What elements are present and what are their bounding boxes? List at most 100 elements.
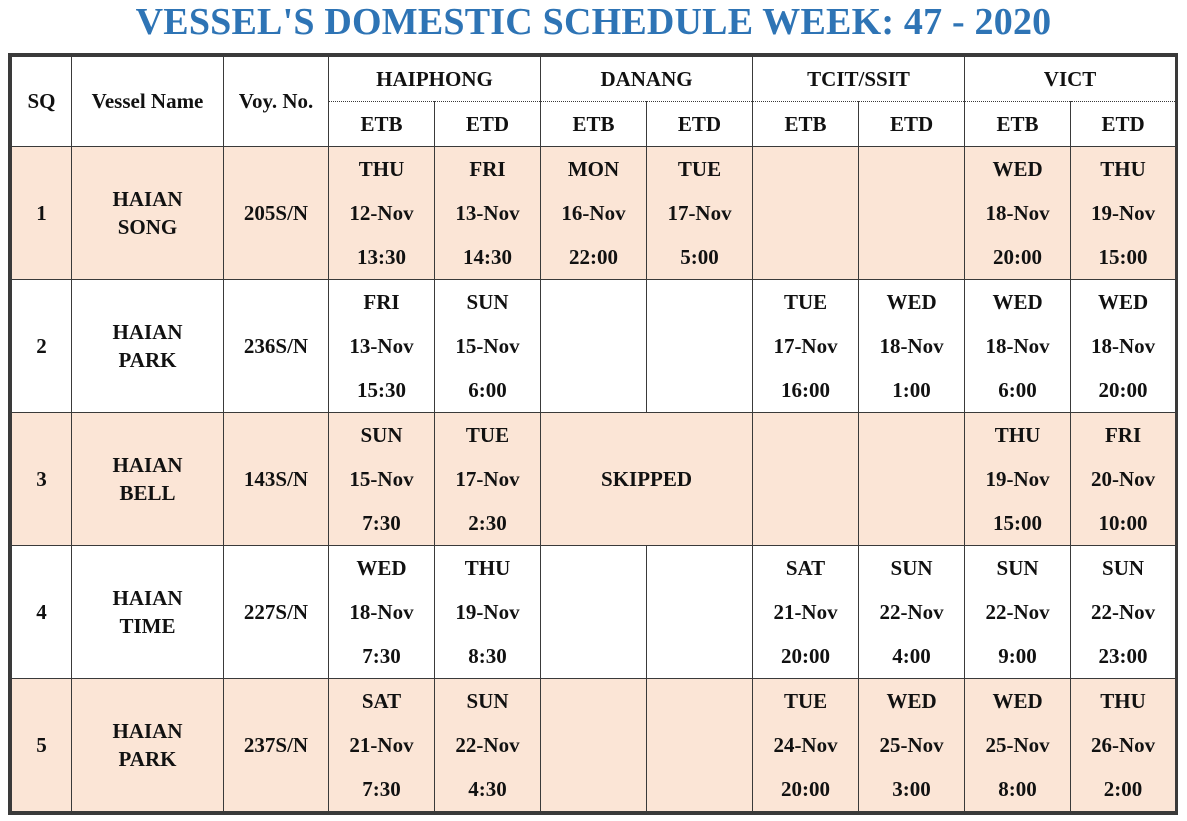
- schedule-day: SUN: [890, 556, 933, 580]
- schedule-date: 21-Nov: [773, 600, 838, 624]
- schedule-date: 20-Nov: [1090, 467, 1156, 491]
- schedule-time: 10:00: [1098, 511, 1148, 535]
- cell-empty: [646, 545, 754, 679]
- schedule-time: 6:00: [998, 378, 1037, 402]
- cell-schedule-time: SUN 22-Nov 9:00: [964, 545, 1072, 679]
- page-title: VESSEL'S DOMESTIC SCHEDULE WEEK: 47 - 20…: [135, 1, 1052, 43]
- schedule-entry: FRI 13-Nov 15:30: [330, 290, 434, 402]
- schedule-time: 7:30: [362, 511, 401, 535]
- schedule-date: 16-Nov: [561, 201, 626, 225]
- vessel-name-line: HAIAN: [112, 187, 183, 211]
- schedule-date: 15-Nov: [455, 334, 520, 358]
- schedule-day: THU: [1100, 689, 1146, 713]
- schedule-time: 14:30: [463, 245, 512, 269]
- schedule-time: 15:30: [357, 378, 406, 402]
- schedule-day: SUN: [466, 290, 509, 314]
- header-port-tcit-ssit: TCIT/SSIT: [752, 56, 966, 102]
- schedule-time: 16:00: [781, 378, 831, 402]
- schedule-date: 13-Nov: [455, 201, 520, 225]
- header-etd: ETD: [646, 101, 754, 147]
- schedule-day: FRI: [1104, 423, 1142, 447]
- cell-schedule-time: WED 18-Nov 20:00: [964, 146, 1072, 280]
- cell-empty: [858, 146, 966, 280]
- vessel-name-line: HAIAN: [112, 453, 183, 477]
- schedule-date: 21-Nov: [349, 733, 414, 757]
- cell-schedule-time: THU 12-Nov 13:30: [328, 146, 435, 280]
- vessel-name-line: HAIAN: [112, 586, 183, 610]
- cell-sq: 1: [11, 146, 72, 280]
- cell-empty: [752, 146, 860, 280]
- schedule-entry: FRI 20-Nov 10:00: [1072, 423, 1175, 535]
- cell-sq: 5: [11, 678, 72, 812]
- cell-empty: [646, 279, 754, 413]
- schedule-entry: WED 18-Nov 1:00: [860, 290, 964, 401]
- cell-vessel-name: HAIAN TIME: [71, 545, 224, 679]
- schedule-day: WED: [356, 556, 407, 580]
- cell-schedule-time: SUN 22-Nov 4:30: [433, 678, 542, 812]
- schedule-date: 24-Nov: [773, 733, 838, 757]
- vessel-name-line: HAIAN: [112, 320, 183, 344]
- schedule-day: THU: [464, 556, 511, 580]
- cell-sq: 3: [11, 412, 72, 546]
- schedule-date: 19-Nov: [455, 600, 520, 624]
- cell-schedule-time: SAT 21-Nov 7:30: [328, 678, 435, 812]
- schedule-day: WED: [886, 290, 937, 314]
- schedule-time: 2:00: [1103, 777, 1143, 801]
- schedule-day: SAT: [361, 689, 402, 713]
- schedule-day: WED: [992, 689, 1043, 713]
- cell-skipped: SKIPPED: [540, 412, 754, 546]
- schedule-entry: SAT 21-Nov 20:00: [754, 557, 858, 667]
- schedule-date: 26-Nov: [1090, 733, 1156, 757]
- schedule-entry: TUE 17-Nov 2:30: [436, 424, 540, 535]
- header-etd: ETD: [858, 101, 966, 147]
- schedule-day: TUE: [783, 290, 828, 314]
- schedule-entry: WED 18-Nov 6:00: [966, 291, 1070, 402]
- header-etd: ETD: [1070, 101, 1177, 147]
- cell-empty: [646, 678, 754, 812]
- schedule-time: 22:00: [569, 245, 619, 269]
- cell-schedule-time: WED 18-Nov 1:00: [858, 279, 966, 413]
- cell-schedule-time: SUN 15-Nov 6:00: [433, 279, 542, 413]
- cell-voyage-no: 143S/N: [223, 412, 329, 546]
- vessel-name-line: PARK: [118, 747, 177, 771]
- cell-voyage-no: 227S/N: [223, 545, 329, 679]
- schedule-day: TUE: [677, 157, 722, 181]
- schedule-date: 19-Nov: [1090, 201, 1156, 225]
- table-row: 4 HAIAN TIME 227S/N WED 18-Nov 7:30 THU 19-Nov 8:…: [11, 545, 1177, 679]
- cell-schedule-time: SUN 22-Nov 23:00: [1070, 545, 1177, 679]
- schedule-entry: TUE 17-Nov 5:00: [648, 157, 752, 268]
- cell-schedule-time: SUN 15-Nov 7:30: [328, 412, 435, 546]
- schedule-date: 22-Nov: [879, 600, 944, 624]
- schedule-entry: FRI 13-Nov 14:30: [436, 157, 540, 269]
- schedule-entry: WED 18-Nov 20:00: [966, 158, 1070, 268]
- schedule-day: WED: [1097, 290, 1149, 314]
- schedule-entry: THU 26-Nov 2:00: [1072, 689, 1175, 801]
- schedule-time: 6:00: [468, 378, 507, 402]
- vessel-name-line: SONG: [117, 215, 178, 239]
- schedule-date: 13-Nov: [349, 334, 414, 358]
- cell-vessel-name: HAIAN BELL: [71, 412, 224, 546]
- cell-schedule-time: THU 26-Nov 2:00: [1070, 678, 1177, 812]
- vessel-name-line: TIME: [119, 614, 176, 638]
- schedule-day: MON: [567, 157, 620, 181]
- schedule-time: 3:00: [892, 777, 931, 801]
- schedule-day: FRI: [363, 290, 400, 314]
- schedule-date: 22-Nov: [1090, 600, 1156, 624]
- vessel-name-line: PARK: [118, 348, 177, 372]
- schedule-entry: SUN 22-Nov 4:00: [860, 556, 964, 667]
- schedule-entry: WED 25-Nov 3:00: [860, 690, 964, 801]
- header-port-haiphong: HAIPHONG: [327, 56, 542, 102]
- schedule-time: 8:30: [468, 644, 507, 668]
- schedule-date: 18-Nov: [1090, 334, 1156, 358]
- schedule-time: 7:30: [362, 644, 401, 668]
- schedule-time: 7:30: [362, 777, 401, 801]
- schedule-time: 15:00: [993, 511, 1043, 535]
- schedule-time: 20:00: [781, 777, 831, 801]
- schedule-day: FRI: [469, 157, 506, 181]
- cell-empty: [858, 412, 966, 546]
- schedule-time: 2:30: [468, 511, 507, 535]
- cell-schedule-time: WED 25-Nov 8:00: [964, 678, 1072, 812]
- schedule-entry: SUN 22-Nov 23:00: [1072, 557, 1175, 667]
- schedule-day: SUN: [996, 556, 1039, 580]
- cell-schedule-time: WED 25-Nov 3:00: [858, 678, 966, 812]
